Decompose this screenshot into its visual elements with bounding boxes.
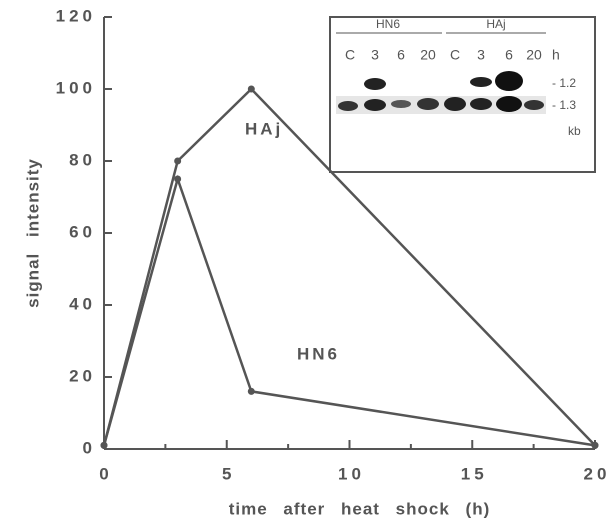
band — [470, 77, 492, 87]
y-axis-label: signal intensity — [23, 158, 42, 308]
size-label: - 1.2 — [552, 76, 576, 90]
data-point — [174, 158, 181, 165]
y-tick-label: 60 — [69, 222, 96, 241]
x-tick-label: 15 — [461, 464, 488, 483]
y-tick-label: 100 — [56, 78, 96, 97]
series-label: HAj — [245, 119, 283, 138]
band — [470, 98, 492, 110]
lane-label: 20 — [526, 47, 542, 63]
lane-label: 3 — [477, 47, 485, 63]
y-tick-label: 20 — [69, 366, 96, 385]
group-label: HN6 — [376, 17, 400, 31]
band — [524, 100, 544, 110]
inset-frame — [330, 17, 595, 172]
size-label: - 1.3 — [552, 98, 576, 112]
data-point — [592, 442, 599, 449]
x-tick-label: 10 — [338, 464, 365, 483]
data-point — [174, 176, 181, 183]
chart: 0 20 40 60 80 100 120 0 5 10 15 20 time after heat s… — [0, 0, 611, 523]
y-tick-label: 40 — [69, 294, 96, 313]
lane-label: 20 — [420, 47, 436, 63]
data-point — [248, 388, 255, 395]
band — [364, 78, 386, 90]
series-label: HN6 — [297, 344, 340, 363]
inset-blot — [330, 17, 595, 172]
series-line — [104, 179, 595, 445]
band — [496, 96, 522, 112]
size-unit: kb — [568, 124, 581, 138]
lane-label: C — [345, 47, 355, 63]
lane-label: C — [450, 47, 460, 63]
band — [417, 98, 439, 110]
band — [364, 99, 386, 111]
band — [444, 97, 466, 111]
x-tick-label: 20 — [584, 464, 611, 483]
band — [391, 100, 411, 108]
x-tick-label: 5 — [222, 464, 235, 483]
y-tick-label: 0 — [83, 438, 96, 457]
x-tick-label: 0 — [99, 464, 112, 483]
data-point — [248, 86, 255, 93]
lane-label: 6 — [397, 47, 405, 63]
y-tick-label: 120 — [56, 6, 96, 25]
y-tick-label: 80 — [69, 150, 96, 169]
data-point — [101, 442, 108, 449]
band — [495, 71, 523, 91]
band — [338, 101, 358, 111]
group-label: HAj — [486, 17, 505, 31]
x-axis-label: time after heat shock (h) — [229, 499, 491, 518]
lane-label: 3 — [371, 47, 379, 63]
lane-unit: h — [552, 47, 560, 63]
lane-label: 6 — [505, 47, 513, 63]
